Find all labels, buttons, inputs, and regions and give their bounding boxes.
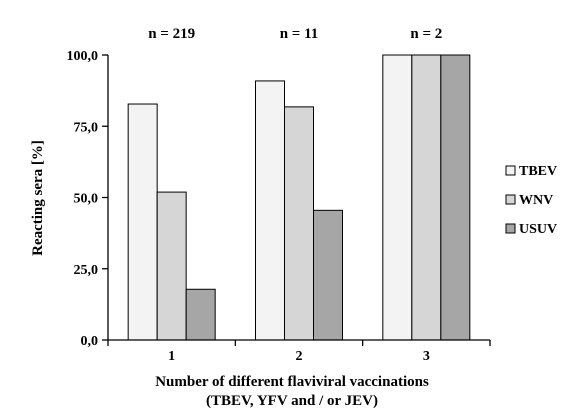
x-tick-label: 2 [296, 349, 303, 364]
legend-swatch-wnv [505, 194, 516, 205]
bar-wnv-1 [156, 191, 187, 341]
legend-label: TBEV [519, 164, 557, 179]
bar-wnv-3 [411, 54, 442, 341]
y-tick-label: 0,0 [81, 334, 99, 349]
group-count-label: n = 11 [280, 26, 319, 42]
y-axis-title: Reacting sera [%] [30, 140, 46, 256]
legend-swatch-usuv [505, 223, 516, 234]
x-axis-title: Number of different flaviviral vaccinati… [155, 374, 429, 390]
y-tick-label: 100,0 [67, 49, 99, 64]
y-axis: 0,0 25,0 50,0 75,0 100,0 [67, 49, 109, 349]
legend-label: USUV [519, 222, 557, 237]
legend-label: WNV [519, 193, 553, 208]
x-axis: 1 2 3 [107, 339, 491, 364]
group-count-labels: n = 219 n = 11 n = 2 [148, 26, 442, 42]
legend: TBEV WNV USUV [505, 164, 557, 237]
group-count-label: n = 2 [410, 26, 442, 42]
bar-tbev-2 [255, 80, 285, 341]
y-tick-label: 75,0 [74, 120, 99, 135]
bar-usuv-1 [185, 288, 216, 341]
x-tick-label: 3 [423, 349, 430, 364]
bar-tbev-1 [127, 103, 158, 341]
legend-swatch-tbev [505, 165, 516, 176]
x-axis-title-line2: (TBEV, YFV and / or JEV) [206, 393, 378, 409]
bar-usuv-2 [313, 209, 343, 341]
bar-tbev-3 [382, 54, 413, 341]
bar-wnv-2 [284, 106, 314, 341]
bars [127, 54, 471, 341]
y-tick-label: 50,0 [74, 192, 99, 207]
y-tick-label: 25,0 [74, 263, 99, 278]
group-count-label: n = 219 [148, 26, 195, 42]
x-tick-label: 1 [168, 349, 175, 364]
bar-usuv-3 [440, 54, 471, 341]
